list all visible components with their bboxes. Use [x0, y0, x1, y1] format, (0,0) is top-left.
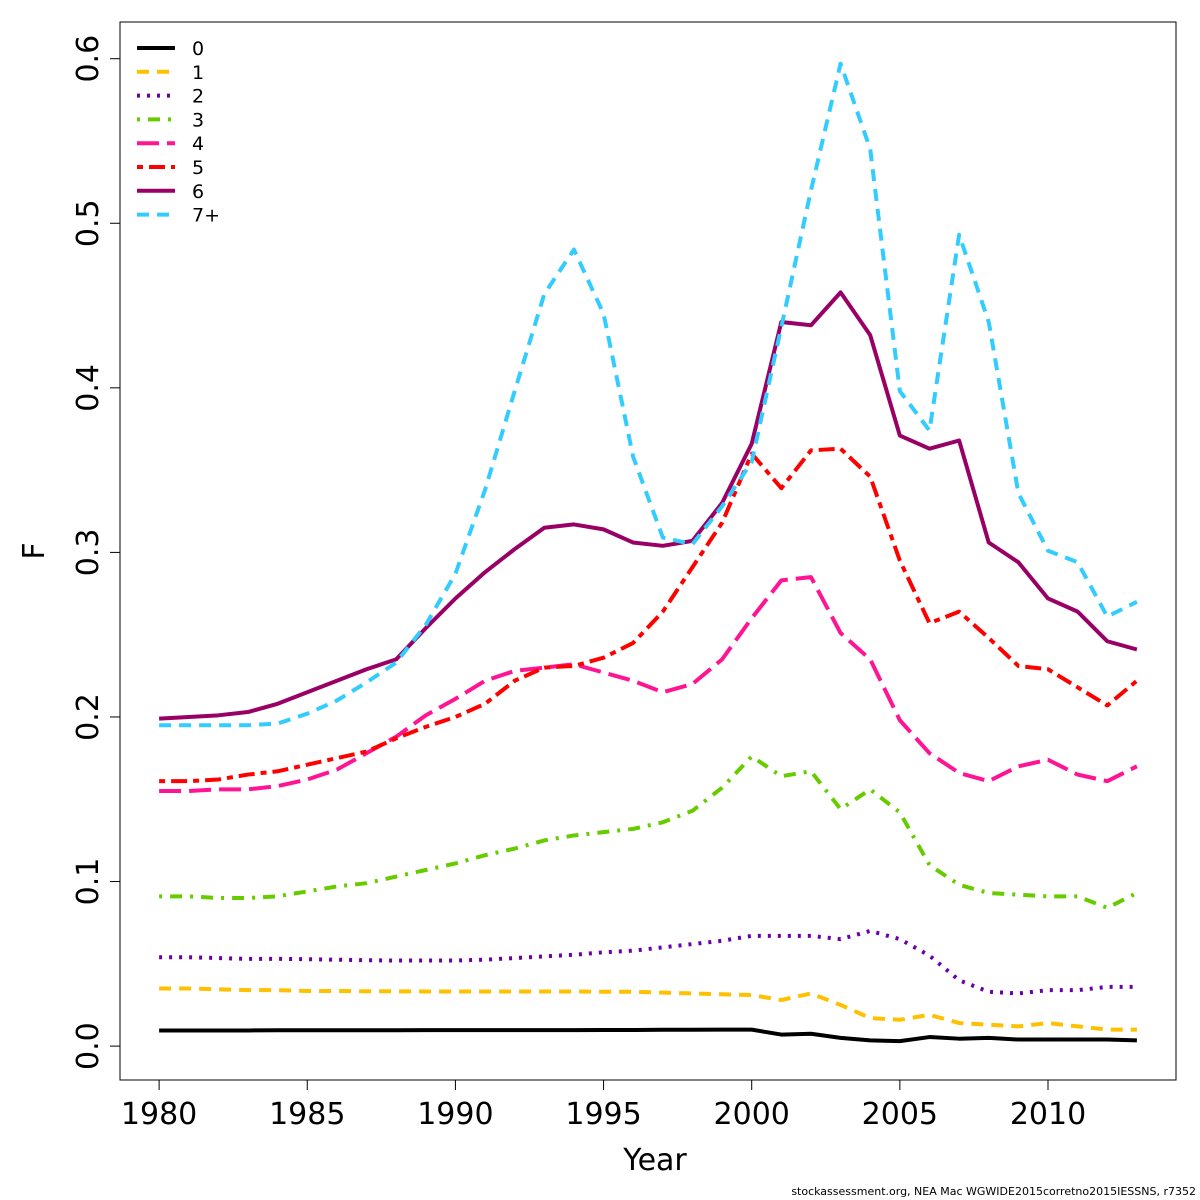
y-tick-label: 0.0 [71, 1022, 106, 1070]
y-tick-label: 0.1 [71, 858, 106, 906]
series-line [159, 928, 1137, 996]
x-tick-label: 2010 [1010, 1097, 1086, 1132]
series-line [159, 61, 1138, 728]
y-tick-label: 0.5 [71, 199, 106, 247]
series-line [159, 1027, 1137, 1044]
legend-label: 7+ [192, 205, 220, 227]
x-tick-label: 1995 [565, 1097, 641, 1132]
series-line [159, 986, 1137, 1032]
series-line [159, 754, 1138, 910]
legend-label: 1 [192, 62, 204, 84]
legend-label: 6 [192, 181, 204, 203]
x-tick-label: 1990 [417, 1097, 493, 1132]
y-axis-label: F [17, 542, 52, 559]
footnote: stockassessment.org, NEA Mac WGWIDE2015c… [791, 1185, 1196, 1198]
y-tick-label: 0.4 [71, 364, 106, 412]
series-line [159, 446, 1139, 784]
y-tick-label: 0.3 [71, 529, 106, 577]
y-tick-label: 0.2 [71, 693, 106, 741]
x-tick-label: 1980 [121, 1097, 197, 1132]
x-axis-label: Year [622, 1143, 687, 1178]
x-tick-label: 2000 [714, 1097, 790, 1132]
legend-label: 0 [192, 38, 204, 60]
series-line [159, 575, 1138, 794]
legend-label: 5 [192, 157, 204, 179]
series-line [158, 290, 1138, 721]
legend-label: 3 [192, 109, 204, 131]
plot-frame [119, 21, 1177, 1081]
legend-label: 4 [192, 133, 204, 155]
x-tick-label: 2005 [862, 1097, 938, 1132]
x-tick-label: 1985 [269, 1097, 345, 1132]
legend-label: 2 [192, 86, 204, 108]
y-tick-label: 0.6 [71, 35, 106, 83]
